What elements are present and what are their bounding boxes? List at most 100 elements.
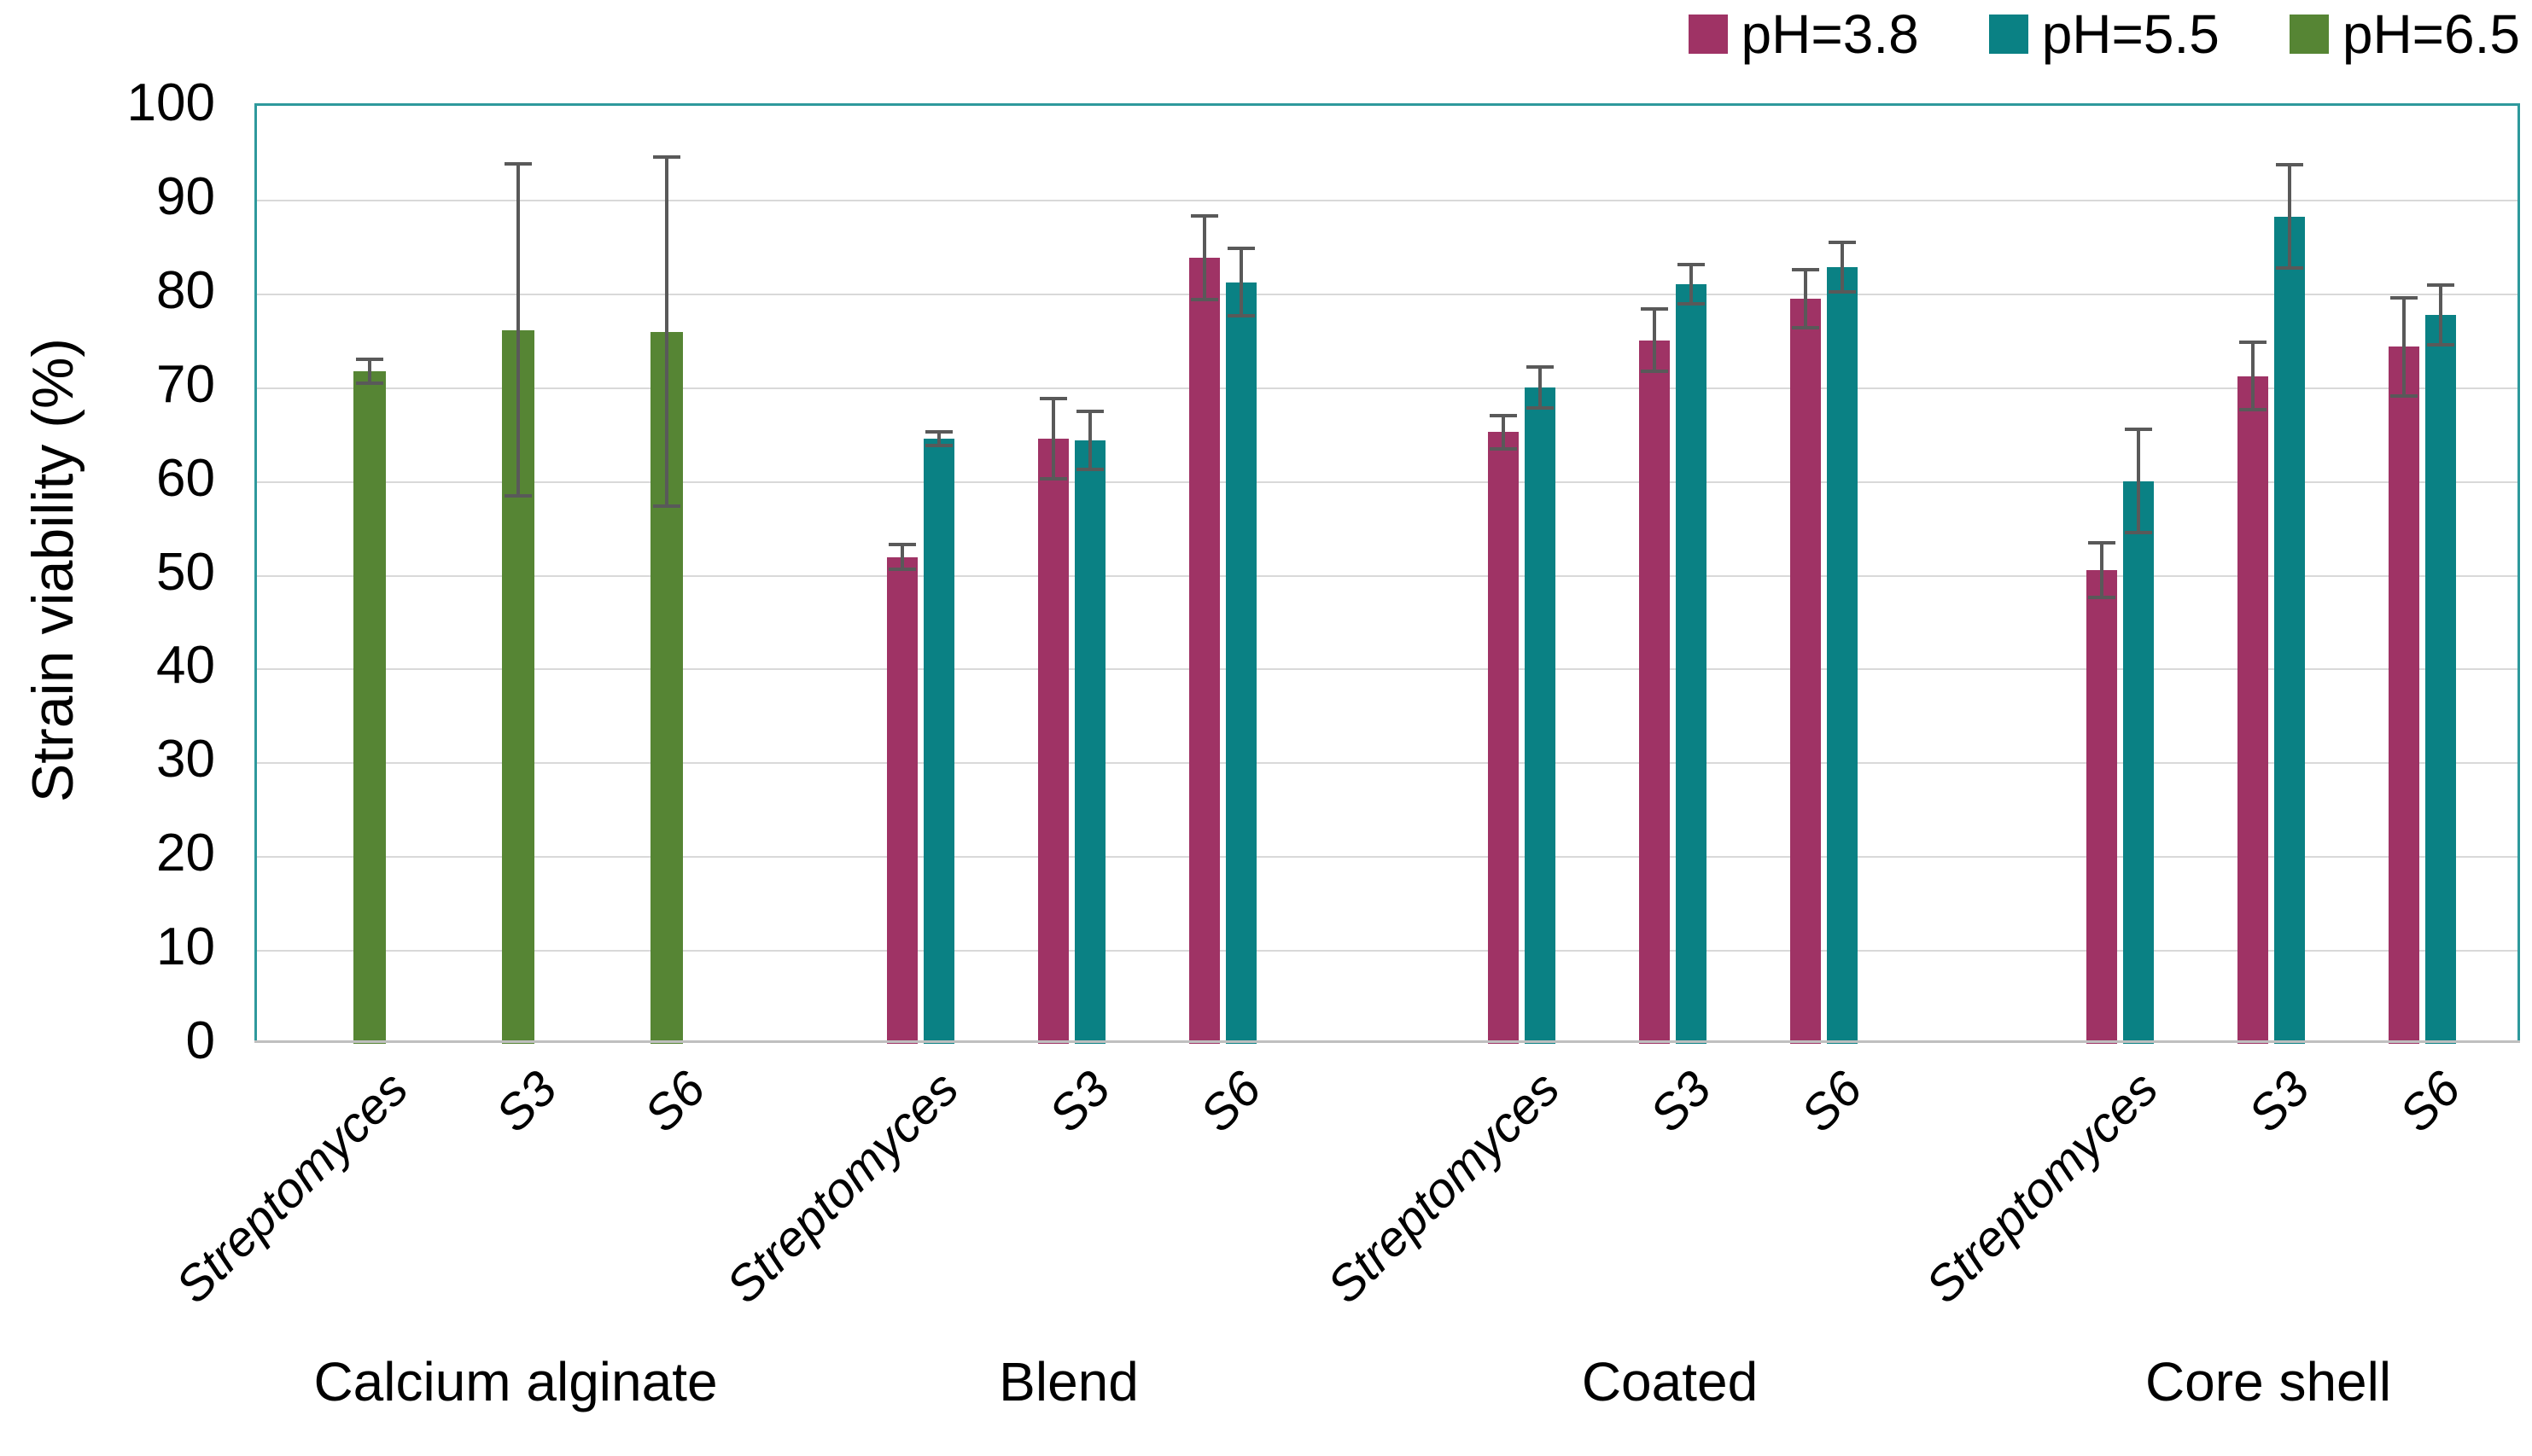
category-label: S3 — [1038, 1060, 1121, 1143]
category-label: S3 — [1639, 1060, 1722, 1143]
error-bar-cap — [505, 494, 532, 498]
bar-pH5.5-blend-s6 — [1225, 282, 1257, 1044]
error-bar-cap — [2087, 595, 2115, 599]
bar-pH5.5-coated-s6 — [1826, 267, 1858, 1044]
error-bar-whisker — [1537, 366, 1542, 408]
error-bar-cap — [2124, 428, 2152, 432]
bar-pH3.8-coated-s6 — [1789, 299, 1821, 1044]
error-bar-cap — [2124, 531, 2152, 535]
error-bar-cap — [2426, 343, 2454, 347]
y-axis-tick-label: 10 — [156, 917, 215, 977]
gridline — [257, 856, 2517, 859]
error-bar-whisker — [368, 358, 371, 384]
error-bar-whisker — [2250, 341, 2255, 411]
bar-pH5.5-coated-s3 — [1675, 283, 1706, 1044]
x-axis-line — [254, 1040, 2520, 1043]
category-label: S6 — [633, 1060, 716, 1143]
bar-pH3.8-blend-s3 — [1037, 439, 1069, 1044]
error-bar-whisker — [2287, 165, 2291, 269]
error-bar-cap — [1526, 405, 1554, 410]
group-label: Core shell — [2144, 1351, 2392, 1412]
error-bar-whisker — [1840, 242, 1844, 292]
y-axis-tick-label: 0 — [185, 1011, 215, 1070]
bar-pH3.8-coated-streptomyces — [1487, 432, 1519, 1044]
legend: pH=3.8 pH=5.5 pH=6.5 — [1688, 3, 2520, 65]
error-bar-cap — [1791, 326, 1819, 330]
error-bar-cap — [925, 430, 953, 434]
y-axis-tick-label: 30 — [156, 730, 215, 789]
error-bar-whisker — [1652, 309, 1656, 371]
error-bar-whisker — [2438, 284, 2442, 346]
error-bar-cap — [1828, 241, 1856, 245]
error-bar-whisker — [1051, 398, 1055, 480]
category-label: Streptomyces — [715, 1060, 970, 1314]
legend-label: pH=6.5 — [2342, 3, 2520, 65]
error-bar-whisker — [2099, 543, 2103, 597]
error-bar-cap — [1677, 301, 1705, 306]
error-bar-cap — [2275, 266, 2303, 271]
legend-item: pH=5.5 — [1988, 7, 2220, 61]
error-bar-cap — [925, 443, 953, 447]
error-bar-cap — [1190, 298, 1218, 302]
error-bar-cap — [1076, 468, 1104, 472]
error-bar-cap — [1076, 410, 1104, 414]
error-bar-whisker — [936, 432, 941, 446]
group-label: Calcium alginate — [313, 1351, 718, 1412]
error-bar-whisker — [1239, 248, 1243, 317]
error-bar-whisker — [2401, 298, 2406, 396]
gridline — [257, 762, 2517, 765]
legend-label: pH=3.8 — [1741, 3, 1919, 65]
gridline — [257, 199, 2517, 201]
category-label: Streptomyces — [1915, 1060, 2169, 1314]
legend-swatch-icon — [1988, 15, 2028, 54]
bar-pH5.5-core-shell-s6 — [2424, 315, 2456, 1044]
bar-pH3.8-core-shell-s6 — [2388, 347, 2419, 1044]
error-bar-cap — [653, 504, 680, 509]
gridline — [257, 668, 2517, 671]
legend-item: pH=6.5 — [2289, 3, 2520, 65]
error-bar-cap — [1489, 413, 1517, 417]
error-bar-cap — [1227, 247, 1255, 251]
error-bar-cap — [1489, 447, 1517, 451]
error-bar-cap — [1039, 477, 1067, 481]
y-axis-tick-label: 50 — [156, 542, 215, 602]
plot-area — [254, 103, 2520, 1044]
error-bar-cap — [1640, 370, 1668, 374]
error-bar-cap — [2426, 282, 2454, 287]
bar-pH3.8-core-shell-streptomyces — [2086, 570, 2117, 1044]
error-bar-whisker — [1088, 411, 1092, 470]
category-label: S6 — [1189, 1060, 1272, 1143]
bar-pH3.8-blend-s6 — [1188, 258, 1220, 1044]
error-bar-cap — [2238, 340, 2267, 344]
error-bar-whisker — [516, 164, 520, 497]
error-bar-cap — [2275, 163, 2303, 167]
error-bar-cap — [1526, 364, 1554, 369]
bar-pH6.5-calcium-alginate-streptomyces — [353, 371, 386, 1044]
error-bar-cap — [1190, 213, 1218, 218]
error-bar-cap — [505, 162, 532, 166]
bar-pH5.5-core-shell-streptomyces — [2122, 480, 2154, 1044]
error-bar-cap — [2087, 541, 2115, 545]
gridline — [257, 480, 2517, 483]
bar-pH5.5-blend-streptomyces — [923, 439, 954, 1044]
error-bar-whisker — [1689, 264, 1693, 304]
error-bar-whisker — [1501, 415, 1505, 450]
error-bar-cap — [2389, 393, 2418, 398]
error-bar-cap — [2238, 408, 2267, 412]
legend-item: pH=3.8 — [1688, 3, 1919, 65]
bar-pH3.8-blend-streptomyces — [886, 556, 918, 1044]
error-bar-cap — [356, 381, 383, 386]
bar-pH3.8-core-shell-s3 — [2237, 376, 2268, 1044]
error-bar-whisker — [1803, 270, 1807, 329]
bar-pH3.8-coated-s3 — [1638, 340, 1670, 1044]
error-bar-whisker — [665, 157, 668, 507]
error-bar-cap — [1039, 396, 1067, 400]
error-bar-cap — [356, 357, 383, 361]
category-label: Streptomyces — [165, 1060, 419, 1314]
legend-swatch-icon — [2289, 15, 2329, 54]
y-axis-tick-label: 60 — [156, 448, 215, 508]
category-label: S6 — [2389, 1060, 2471, 1143]
error-bar-cap — [1677, 262, 1705, 266]
error-bar-whisker — [2136, 429, 2140, 533]
error-bar-cap — [1640, 307, 1668, 312]
